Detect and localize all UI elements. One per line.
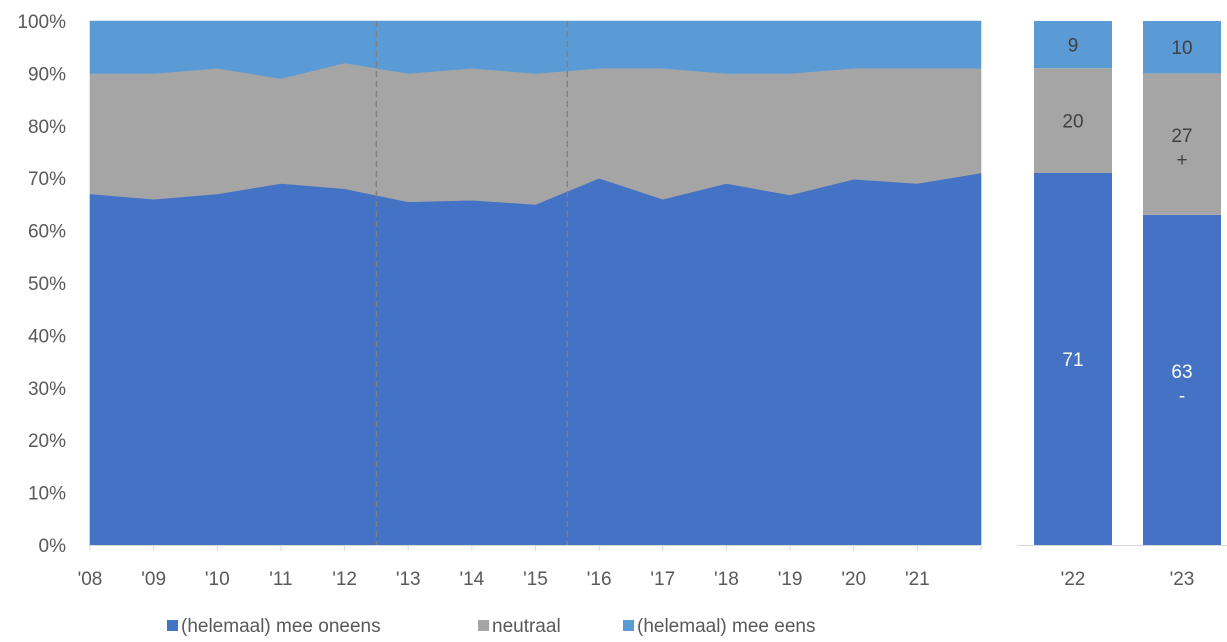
bar-data-label: 71 [1062, 350, 1083, 371]
x-tick-label: '17 [650, 569, 675, 590]
y-axis: 0% 10% 20% 30% 40% 50% 60% 70% 80% 90% 100% [17, 12, 66, 557]
x-tick-label: '11 [269, 569, 292, 590]
bar-segment [1143, 21, 1221, 74]
x-tick-label: '10 [205, 569, 230, 590]
bar-segment [1143, 214, 1221, 545]
area-plot [89, 20, 982, 546]
y-tick-label: 10% [28, 484, 66, 505]
bar-segment [1034, 68, 1112, 173]
y-tick-label: 90% [28, 64, 66, 85]
y-tick-label: 60% [28, 222, 66, 243]
bar-segment [1034, 172, 1112, 545]
y-tick-label: 70% [28, 169, 66, 190]
legend-swatch [167, 620, 178, 631]
y-tick-label: 30% [28, 379, 66, 400]
x-tick-label: '12 [332, 569, 357, 590]
x-axis-bars: '22 '23 [1017, 545, 1227, 590]
x-tick-label: '14 [459, 569, 484, 590]
x-axis-area: '08 '09 '10 '11 '12 '13 '14 '15 '16 '17 '18 '19 '20 '… [78, 545, 982, 590]
y-tick-label: 20% [28, 431, 66, 452]
x-tick-label: '18 [714, 569, 739, 590]
y-tick-label: 40% [28, 326, 66, 347]
legend-label: neutraal [492, 616, 561, 637]
x-tick-label: '19 [778, 569, 803, 590]
bar-data-label: 9 [1068, 36, 1079, 57]
area-series-2 [89, 20, 982, 79]
bar-significance-marker: + [1176, 150, 1187, 171]
x-tick-label: '15 [523, 569, 548, 590]
bar-data-label: 10 [1171, 38, 1192, 59]
bar-segment [1143, 73, 1221, 215]
y-tick-label: 0% [39, 536, 67, 557]
legend-label: (helemaal) mee oneens [181, 616, 381, 637]
y-tick-label: 80% [28, 117, 66, 138]
x-tick-label: '21 [905, 569, 930, 590]
x-tick-label: '16 [587, 569, 612, 590]
bar-plot: 71 20 9 63 - 27 +10 [1034, 21, 1221, 545]
bar-x-tick-label: '22 [1061, 569, 1086, 590]
bar-segment [1034, 21, 1112, 69]
y-tick-label: 100% [17, 12, 66, 33]
x-tick-label: '20 [841, 569, 866, 590]
legend-label: (helemaal) mee eens [637, 616, 815, 637]
x-tick-label: '13 [396, 569, 421, 590]
legend: (helemaal) mee oneens neutraal (helemaal) … [167, 616, 815, 637]
bar-x-tick-label: '23 [1170, 569, 1195, 590]
bar-data-label: 63 [1171, 362, 1192, 383]
x-tick-label: '08 [78, 569, 103, 590]
bar-data-label: 20 [1062, 112, 1083, 133]
y-tick-label: 50% [28, 274, 66, 295]
legend-swatch [623, 620, 634, 631]
bar-data-label: 27 [1171, 126, 1192, 147]
x-tick-label: '09 [141, 569, 166, 590]
legend-swatch [478, 620, 489, 631]
period-break-lines [375, 21, 569, 545]
area-series-0 [89, 172, 982, 546]
bar-significance-marker: - [1179, 386, 1185, 407]
